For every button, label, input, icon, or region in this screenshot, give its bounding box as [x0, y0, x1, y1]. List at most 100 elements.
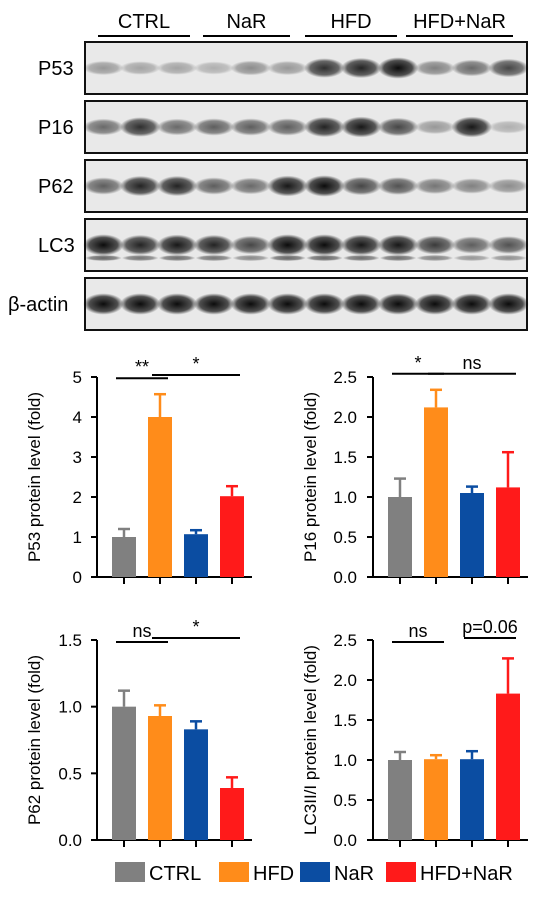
- blot-row: P62: [38, 159, 529, 213]
- y-tick-label: 1: [73, 528, 82, 547]
- blot-band: [230, 235, 272, 255]
- bar-nar: [460, 759, 484, 840]
- blot-row-label: P62: [38, 176, 74, 198]
- bar-hfd-nar: [220, 496, 244, 577]
- blot-band: [414, 178, 456, 194]
- blot-row-label: β-actin: [8, 294, 68, 316]
- bar-hfd: [148, 417, 172, 577]
- blot-band: [340, 234, 382, 256]
- bar-hfd: [148, 716, 172, 840]
- blot-band: [340, 57, 382, 79]
- blot-band: [193, 177, 235, 195]
- legend-label: NaR: [334, 863, 374, 885]
- blot-band: [304, 116, 345, 138]
- significance-label: **: [135, 357, 149, 377]
- significance-label: *: [192, 354, 199, 374]
- blot-band: [119, 117, 161, 137]
- blot-band: [83, 177, 124, 195]
- significance-label: p=0.06: [462, 617, 518, 637]
- blot-band: [267, 118, 308, 136]
- blot-band: [267, 234, 308, 256]
- y-tick-label: 2: [73, 488, 82, 507]
- blot-band: [156, 234, 198, 256]
- significance-label: ns: [408, 621, 427, 641]
- blot-row-label: P53: [38, 58, 74, 80]
- bar-hfd-nar: [496, 487, 520, 577]
- bar-ctrl: [112, 706, 136, 840]
- blot-band: [340, 116, 382, 138]
- blot-band: [488, 293, 529, 315]
- blot-band: [488, 58, 529, 78]
- bar-hfd: [424, 759, 448, 840]
- blot-band-lower: [85, 255, 122, 261]
- y-tick-label: 1.5: [333, 711, 357, 730]
- blot-band-lower: [195, 255, 233, 261]
- blot-band: [377, 234, 419, 256]
- blot-band: [488, 178, 529, 194]
- y-axis-title: P16 protein level (fold): [301, 392, 320, 562]
- blot-row: P53: [38, 41, 529, 95]
- blot-band: [451, 59, 493, 77]
- blot-band: [193, 234, 235, 256]
- blot-band: [414, 119, 456, 135]
- bar-hfd-nar: [220, 788, 244, 840]
- y-tick-label: 1.5: [58, 631, 82, 650]
- blot-band: [451, 293, 493, 315]
- blot-band: [488, 236, 529, 254]
- y-tick-label: 4: [73, 408, 82, 427]
- y-tick-label: 2.5: [333, 631, 357, 650]
- blot-row: P16: [38, 100, 529, 154]
- significance-label: ns: [132, 621, 151, 641]
- blot-group-label: CTRL: [118, 11, 170, 33]
- bar-nar: [460, 493, 484, 577]
- blot-band-lower: [158, 255, 196, 261]
- blot-band: [230, 293, 272, 315]
- blot-band: [193, 118, 235, 136]
- y-tick-label: 1.0: [58, 698, 82, 717]
- y-tick-label: 2.5: [333, 368, 357, 387]
- bar-chart-4: 0.0 0.5 1.0 1.5 2.0 2.5 LC3II/I protein level …: [301, 617, 528, 850]
- blot-band-lower: [379, 255, 417, 261]
- bar-hfd-nar: [496, 693, 520, 840]
- y-tick-label: 0.0: [333, 831, 357, 850]
- blot-band: [230, 177, 272, 195]
- blot-band: [156, 175, 198, 197]
- blot-band: [304, 234, 345, 256]
- blot-band: [304, 58, 345, 78]
- legend-swatch: [219, 862, 249, 882]
- y-tick-label: 1.0: [333, 488, 357, 507]
- blot-band-lower: [232, 255, 270, 261]
- y-tick-label: 0.0: [58, 831, 82, 850]
- blot-band: [377, 293, 419, 315]
- bar-ctrl: [112, 537, 136, 577]
- blot-row-label: P16: [38, 117, 74, 139]
- y-tick-label: 1.5: [333, 448, 357, 467]
- y-tick-label: 1.0: [333, 751, 357, 770]
- blot-band-lower: [269, 255, 307, 261]
- blot-band: [156, 293, 198, 315]
- blot-group-labels: CTRL NaR HFD HFD+NaR: [98, 11, 513, 37]
- y-tick-label: 5: [73, 368, 82, 387]
- blot-band: [414, 293, 456, 315]
- y-axis-title: P53 protein level (fold): [25, 392, 44, 562]
- blot-group-label: NaR: [226, 11, 266, 33]
- blot-band: [377, 177, 419, 195]
- y-tick-label: 0: [73, 568, 82, 587]
- blot-band: [193, 61, 235, 75]
- blot-band: [451, 116, 493, 138]
- blot-band-lower: [453, 255, 491, 261]
- blot-band: [451, 236, 493, 254]
- blot-band: [488, 120, 529, 134]
- blot-band: [267, 60, 308, 76]
- y-tick-label: 3: [73, 448, 82, 467]
- bar-nar: [184, 729, 208, 840]
- bar-nar: [184, 534, 208, 577]
- blot-group-label: HFD: [330, 11, 371, 33]
- y-tick-label: 0.5: [58, 764, 82, 783]
- bar-ctrl: [388, 497, 412, 577]
- blot-band-lower: [121, 255, 159, 261]
- blot-band: [83, 60, 124, 76]
- blot-band: [340, 176, 382, 196]
